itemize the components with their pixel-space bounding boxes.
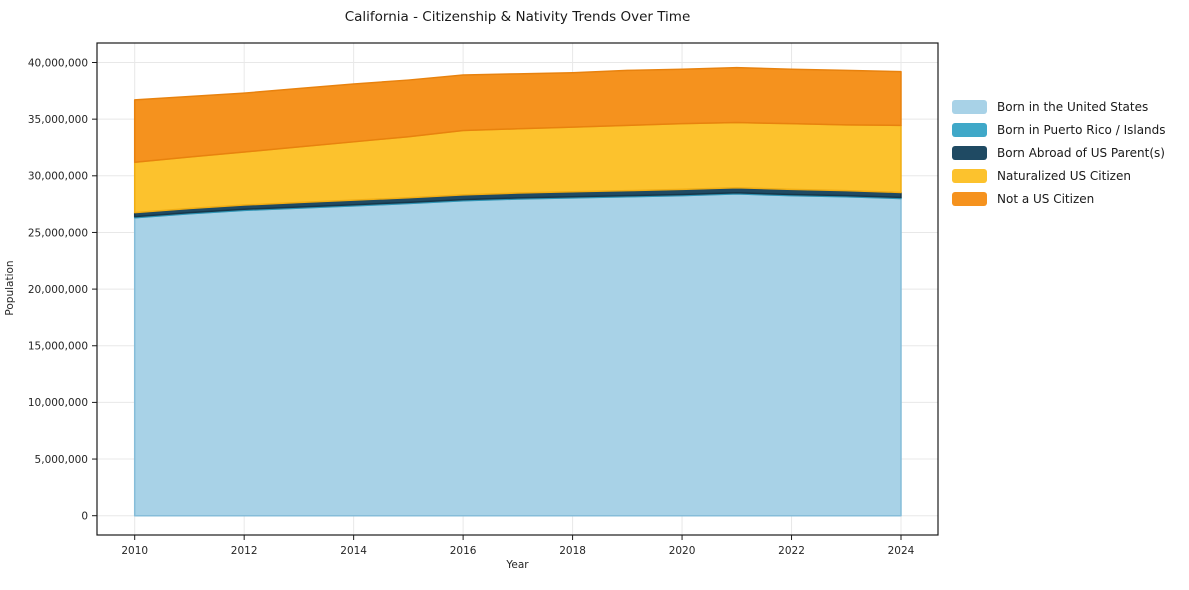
legend-swatch [952,191,987,206]
y-tick-label: 0 [81,511,88,523]
legend-item: Born in Puerto Rico / Islands [952,122,1166,137]
y-tick-label: 25,000,000 [28,227,88,239]
x-tick-label: 2016 [450,545,477,557]
y-tick-label: 20,000,000 [28,284,88,296]
area-series [133,66,902,163]
x-tick-label: 2012 [231,545,258,557]
x-tick-label: 2018 [559,545,586,557]
legend-item: Naturalized US Citizen [952,168,1166,183]
legend-label: Born Abroad of US Parent(s) [997,145,1165,160]
area-series [133,193,902,517]
y-axis-label: Population [4,260,16,316]
legend-swatch [952,99,987,114]
y-tick-label: 40,000,000 [28,57,88,69]
legend-item: Not a US Citizen [952,191,1166,206]
chart-title: California - Citizenship & Nativity Tren… [344,9,691,25]
legend-swatch [952,168,987,183]
x-tick-label: 2014 [340,545,367,557]
legend-label: Not a US Citizen [997,191,1095,206]
legend: Born in the United States Born in Puerto … [952,99,1166,214]
legend-label: Naturalized US Citizen [997,168,1131,183]
legend-swatch [952,122,987,137]
legend-item: Born in the United States [952,99,1166,114]
y-tick-label: 10,000,000 [28,397,88,409]
y-tick-label: 30,000,000 [28,171,88,183]
x-tick-label: 2022 [778,545,805,557]
x-tick-label: 2024 [888,545,915,557]
legend-label: Born in the United States [997,99,1149,114]
x-tick-label: 2010 [121,545,148,557]
legend-item: Born Abroad of US Parent(s) [952,145,1166,160]
y-tick-label: 35,000,000 [28,114,88,126]
y-tick-label: 15,000,000 [28,341,88,353]
x-axis-label: Year [506,559,529,571]
y-tick-label: 5,000,000 [35,454,88,466]
legend-label: Born in Puerto Rico / Islands [997,122,1166,137]
x-tick-label: 2020 [669,545,696,557]
legend-swatch [952,145,987,160]
